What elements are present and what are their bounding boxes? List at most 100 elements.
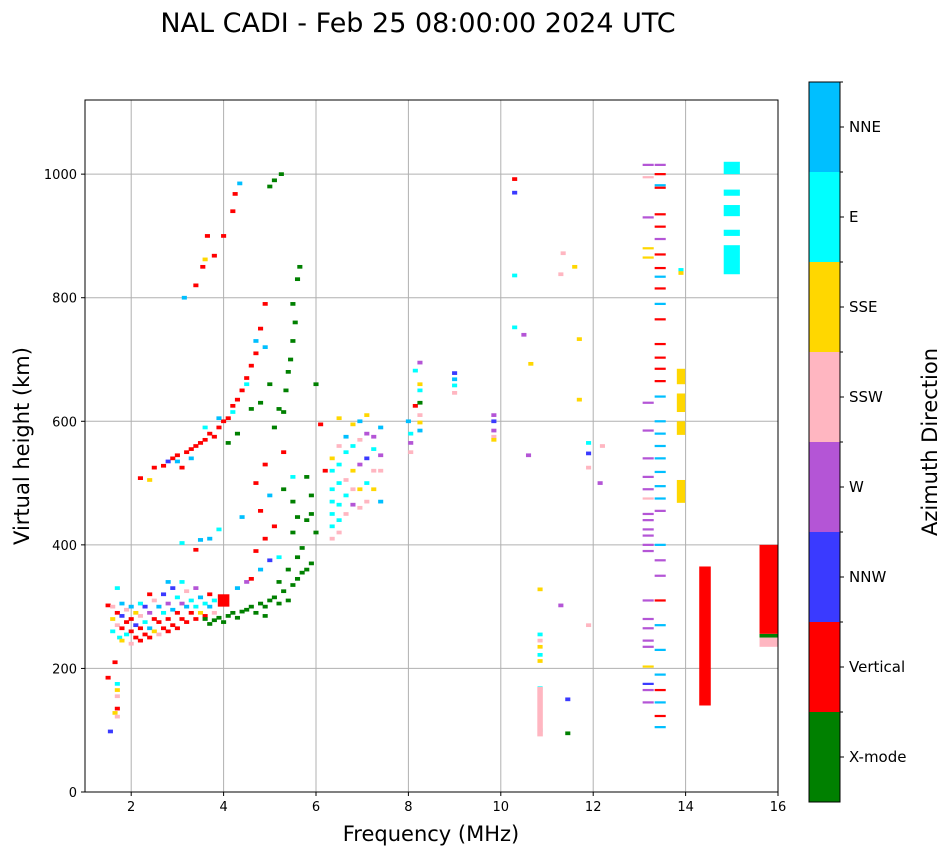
data-point-nne: [378, 499, 384, 504]
colorbar-segment-w: [809, 442, 840, 532]
x-tick-label: 16: [770, 800, 787, 815]
data-point-vertical: [193, 617, 199, 621]
data-point-vertical: [221, 234, 227, 238]
data-point-nnw: [565, 697, 571, 702]
data-point-sse: [329, 456, 335, 461]
data-point-nne: [452, 377, 458, 382]
grid-lines: [85, 100, 778, 792]
data-point-nne: [128, 604, 134, 609]
data-point-x-mode: [278, 172, 284, 176]
data-point-w: [371, 434, 377, 439]
data-block-e: [723, 245, 740, 275]
data-point-vertical: [119, 626, 125, 631]
data-point-e: [452, 383, 458, 388]
data-point-x-mode: [202, 617, 208, 621]
data-point-nne: [234, 586, 241, 590]
data-point-sse: [576, 397, 582, 402]
data-point-vertical: [188, 447, 194, 451]
data-point-ssw: [184, 589, 190, 594]
colorbar-frame: [808, 81, 841, 803]
data-block-vertical: [699, 566, 711, 706]
data-strip-w: [642, 519, 654, 522]
data-strip-nne: [654, 432, 666, 435]
data-point-vertical: [137, 626, 143, 631]
data-point-vertical: [156, 620, 162, 624]
data-point-vertical: [114, 706, 120, 711]
data-point-vertical: [197, 441, 204, 445]
data-point-vertical: [165, 617, 171, 621]
data-strip-w: [642, 528, 654, 531]
data-point-x-mode: [234, 615, 241, 620]
colorbar: X-mode Vertical NNW W SSW SSE E NNE: [808, 81, 906, 803]
data-point-x-mode: [292, 320, 298, 325]
data-strip-w: [642, 216, 654, 219]
data-point-x-mode: [285, 598, 291, 603]
y-tick-label: 600: [52, 415, 77, 430]
colorbar-segment-e: [809, 172, 840, 262]
data-point-e: [329, 512, 335, 516]
data-point-vertical: [165, 629, 171, 634]
data-point-vertical: [151, 617, 157, 621]
data-strip-ssw: [642, 176, 654, 179]
data-point-ssw: [560, 251, 566, 256]
colorbar-label-nnw: NNW: [849, 568, 886, 586]
data-marks: [105, 161, 778, 737]
data-point-e: [179, 580, 185, 584]
data-point-vertical: [200, 264, 206, 269]
plot-frame: [84, 99, 779, 793]
data-block-ssw: [759, 637, 778, 647]
data-block-e: [723, 205, 740, 217]
data-point-e: [276, 555, 282, 560]
data-point-vertical: [174, 626, 180, 631]
data-strip-nne: [654, 184, 666, 187]
y-axis-label: Virtual height (km): [10, 347, 34, 545]
data-point-x-mode: [281, 487, 287, 492]
data-point-nne: [165, 580, 171, 584]
data-block-sse: [676, 368, 686, 385]
x-tick-label: 2: [127, 800, 135, 815]
data-point-x-mode: [297, 264, 303, 269]
data-point-nne: [343, 434, 349, 439]
data-point-sse: [119, 638, 125, 643]
data-point-ssw: [491, 434, 497, 439]
data-strip-w: [654, 237, 666, 241]
data-point-nne: [188, 456, 194, 461]
data-point-ssw: [586, 623, 592, 628]
data-strip-nne: [654, 497, 666, 500]
data-point-ssw: [137, 614, 143, 618]
y-tick-label: 200: [52, 662, 77, 677]
data-point-e: [124, 632, 130, 637]
data-point-sse: [576, 337, 582, 341]
x-tick-label: 8: [404, 800, 412, 815]
data-point-vertical: [258, 509, 264, 513]
data-point-vertical: [211, 253, 217, 258]
data-point-nnw: [512, 190, 518, 195]
data-point-vertical: [179, 465, 185, 470]
data-strip-nne: [654, 485, 666, 488]
data-point-sse: [537, 644, 543, 649]
data-point-sse: [678, 271, 684, 275]
data-strip-vertical: [654, 287, 666, 290]
data-point-e: [586, 441, 592, 445]
data-strip-w: [642, 688, 654, 692]
data-point-x-mode: [290, 339, 296, 343]
data-point-e: [160, 610, 167, 615]
data-point-nne: [207, 536, 213, 541]
colorbar-segment-nnw: [809, 532, 840, 622]
data-strip-sse: [642, 665, 654, 668]
data-point-w: [350, 502, 356, 507]
data-strip-nne: [654, 624, 666, 627]
data-point-x-mode: [276, 601, 282, 606]
data-point-x-mode: [230, 610, 236, 615]
data-point-vertical: [253, 549, 259, 553]
data-point-nnw: [119, 614, 125, 618]
data-point-nne: [207, 604, 213, 609]
data-point-x-mode: [290, 583, 296, 587]
data-point-nne: [184, 604, 190, 609]
data-point-x-mode: [207, 622, 213, 626]
data-point-ssw: [408, 450, 414, 455]
data-strip-w: [654, 559, 666, 562]
data-point-vertical: [188, 610, 194, 615]
data-point-x-mode: [244, 607, 250, 612]
data-point-x-mode: [308, 512, 314, 516]
